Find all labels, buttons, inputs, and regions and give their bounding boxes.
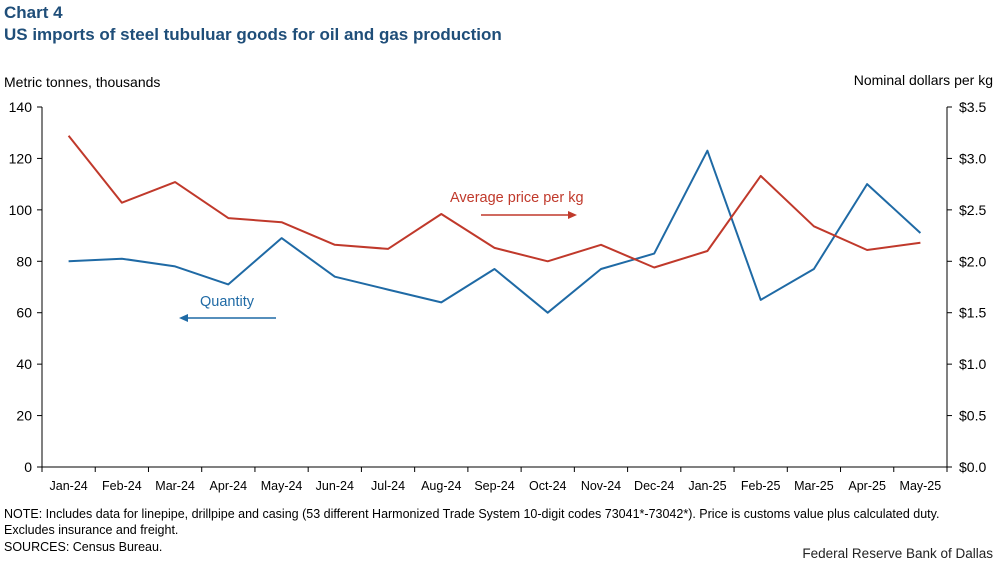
left-axis-title: Metric tonnes, thousands: [4, 74, 161, 90]
x-tick-label: May-25: [900, 479, 942, 493]
chart-credit: Federal Reserve Bank of Dallas: [802, 546, 993, 561]
x-tick-label: Jan-25: [688, 479, 726, 493]
left-tick-label: 140: [9, 99, 33, 115]
x-tick-label: Apr-24: [210, 479, 248, 493]
left-tick-label: 100: [9, 202, 33, 218]
right-tick-label: $0.5: [959, 408, 986, 424]
x-tick-label: Dec-24: [634, 479, 674, 493]
right-tick-label: $0.0: [959, 459, 986, 475]
right-axis-title: Nominal dollars per kg: [853, 72, 993, 88]
right-tick-label: $2.5: [959, 202, 986, 218]
left-tick-label: 20: [16, 408, 32, 424]
left-tick-label: 0: [24, 459, 32, 475]
right-tick-label: $1.5: [959, 305, 986, 321]
right-tick-label: $3.0: [959, 150, 986, 166]
x-tick-label: Mar-25: [794, 479, 834, 493]
price-series-line: [67, 135, 921, 269]
chart-sources: SOURCES: Census Bureau.: [4, 540, 163, 554]
chart-number: Chart 4: [4, 3, 63, 22]
left-tick-label: 60: [16, 305, 32, 321]
x-tick-label: Aug-24: [421, 479, 461, 493]
quantity-series-label: Quantity: [200, 294, 255, 310]
x-tick-label: Mar-24: [155, 479, 195, 493]
left-tick-label: 40: [16, 356, 32, 372]
x-tick-label: Jun-24: [316, 479, 354, 493]
price-arrow-head: [568, 211, 577, 219]
x-tick-label: Nov-24: [581, 479, 621, 493]
chart-plot: 0 20 40 60 80 100 120 140 $0.0 $0.5 $1.0 $1.5 $2.0 $2…: [9, 99, 987, 493]
chart-note: NOTE: Includes data for linepipe, drillp…: [4, 507, 940, 537]
x-tick-label: Sep-24: [474, 479, 514, 493]
x-tick-label: Apr-25: [848, 479, 886, 493]
chart-title: US imports of steel tubuluar goods for o…: [4, 25, 502, 44]
right-tick-label: $1.0: [959, 356, 986, 372]
right-tick-label: $2.0: [959, 253, 986, 269]
price-series-label: Average price per kg: [450, 190, 584, 206]
x-tick-label: Jan-24: [50, 479, 88, 493]
right-tick-label: $3.5: [959, 99, 986, 115]
x-tick-label: Feb-25: [741, 479, 781, 493]
quantity-series-line: [68, 149, 922, 314]
left-tick-label: 120: [9, 150, 33, 166]
quantity-arrow-head: [179, 314, 188, 322]
x-tick-label: Oct-24: [529, 479, 567, 493]
x-tick-label: Jul-24: [371, 479, 405, 493]
x-tick-label: May-24: [261, 479, 303, 493]
left-tick-label: 80: [16, 253, 32, 269]
x-tick-label: Feb-24: [102, 479, 142, 493]
